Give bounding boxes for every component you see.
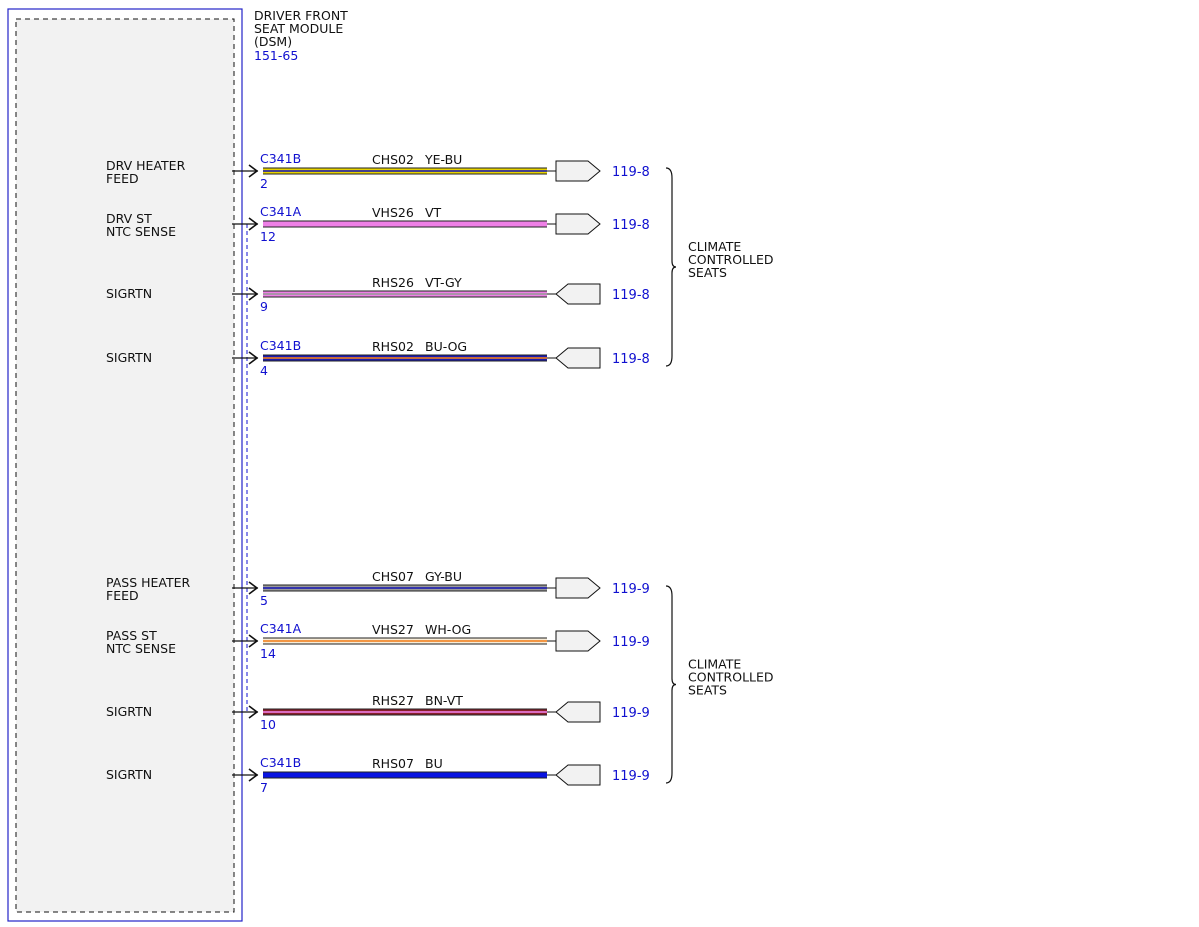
group-label: SEATS (688, 683, 727, 698)
signal-label: PASS ST (106, 628, 157, 643)
module-ref[interactable]: 151-65 (254, 48, 298, 63)
wire-color-code: VT-GY (425, 275, 462, 290)
group-brace-icon (665, 585, 677, 784)
outgoing-connector-icon (555, 577, 601, 599)
circuit-id: VHS27 (372, 622, 414, 637)
wire-color-code: BU-OG (425, 339, 467, 354)
signal-label: DRV HEATER (106, 158, 186, 173)
module-title-line-1: DRIVER FRONT (254, 8, 348, 23)
wire-color-code: BU (425, 756, 443, 771)
pin-arrow-icon (248, 287, 259, 301)
wire-color-code: VT (425, 205, 442, 220)
wire-stripe-color (263, 293, 547, 295)
pin-arrow-icon (248, 768, 259, 782)
connector-id[interactable]: C341A (260, 204, 302, 219)
page-reference-link[interactable]: 119-9 (612, 769, 650, 784)
circuit-row: SIGRTN C341B 4 RHS02 BU-OG 119-8 (106, 338, 650, 378)
outgoing-connector-icon (555, 630, 601, 652)
wire-color-code: BN-VT (425, 693, 463, 708)
pin-number: 10 (260, 717, 276, 732)
group-label: CONTROLLED (688, 670, 774, 685)
signal-label: SIGRTN (106, 767, 152, 782)
signal-label: FEED (106, 171, 139, 186)
circuit-id: CHS02 (372, 152, 414, 167)
circuit-id: RHS02 (372, 339, 414, 354)
page-reference-link[interactable]: 119-9 (612, 635, 650, 650)
incoming-connector-icon (555, 283, 601, 305)
connector-id[interactable]: C341B (260, 338, 301, 353)
wire-color-code: GY-BU (425, 569, 462, 584)
incoming-connector-icon (555, 701, 601, 723)
wire-stripe-color (263, 774, 547, 776)
group-brace-icon (665, 167, 677, 367)
page-reference-link[interactable]: 119-9 (612, 582, 650, 597)
circuit-row: SIGRTN C341B 7 RHS07 BU 119-9 (106, 755, 650, 795)
circuit-id: RHS26 (372, 275, 414, 290)
wire-stripe-color (263, 711, 547, 713)
group-label: CLIMATE (688, 239, 741, 254)
wire-stripe-color (263, 640, 547, 642)
connector-id[interactable]: C341A (260, 621, 302, 636)
pin-arrow-icon (248, 217, 259, 231)
pin-arrow-icon (248, 351, 259, 365)
pin-arrow-icon (248, 705, 259, 719)
wire-stripe-color (263, 587, 547, 589)
circuit-row: SIGRTN 9 RHS26 VT-GY 119-8 (106, 275, 650, 314)
wire-color-code: YE-BU (424, 152, 462, 167)
circuit-id: VHS26 (372, 205, 414, 220)
module-title-line-3: (DSM) (254, 34, 292, 49)
page-reference-link[interactable]: 119-9 (612, 706, 650, 721)
page-reference-link[interactable]: 119-8 (612, 288, 650, 303)
pin-arrow-icon (248, 164, 259, 178)
page-reference-link[interactable]: 119-8 (612, 218, 650, 233)
page-reference-link[interactable]: 119-8 (612, 165, 650, 180)
pin-arrow-icon (248, 581, 259, 595)
wire-stripe-color (263, 170, 547, 172)
pin-number: 2 (260, 176, 268, 191)
outgoing-connector-icon (555, 213, 601, 235)
wire-color-code: WH-OG (425, 622, 471, 637)
module-border (7, 8, 243, 922)
signal-label: SIGRTN (106, 286, 152, 301)
module-body (15, 18, 235, 913)
circuit-id: RHS27 (372, 693, 414, 708)
signal-label: NTC SENSE (106, 641, 176, 656)
signal-label: FEED (106, 588, 139, 603)
page-reference-link[interactable]: 119-8 (612, 352, 650, 367)
pin-number: 14 (260, 646, 276, 661)
pin-number: 5 (260, 593, 268, 608)
pin-number: 9 (260, 299, 268, 314)
signal-label: DRV ST (106, 211, 152, 226)
connector-id[interactable]: C341B (260, 151, 301, 166)
signal-label: SIGRTN (106, 350, 152, 365)
group-label: SEATS (688, 265, 727, 280)
connector-id[interactable]: C341B (260, 755, 301, 770)
circuit-id: RHS07 (372, 756, 414, 771)
group-braces: CLIMATECONTROLLEDSEATSCLIMATECONTROLLEDS… (665, 167, 774, 784)
wire-stripe-color (263, 357, 547, 359)
pin-number: 4 (260, 363, 268, 378)
circuit-row: SIGRTN 10 RHS27 BN-VT 119-9 (106, 693, 650, 732)
outgoing-connector-icon (555, 160, 601, 182)
module-title-line-2: SEAT MODULE (254, 21, 343, 36)
group-label: CONTROLLED (688, 252, 774, 267)
pin-number: 7 (260, 780, 268, 795)
signal-label: NTC SENSE (106, 224, 176, 239)
wire-stripe-color (263, 223, 547, 225)
signal-label: PASS HEATER (106, 575, 191, 590)
incoming-connector-icon (555, 347, 601, 369)
incoming-connector-icon (555, 764, 601, 786)
pin-arrow-icon (248, 634, 259, 648)
pin-number: 12 (260, 229, 276, 244)
group-label: CLIMATE (688, 657, 741, 672)
circuit-id: CHS07 (372, 569, 414, 584)
signal-label: SIGRTN (106, 704, 152, 719)
